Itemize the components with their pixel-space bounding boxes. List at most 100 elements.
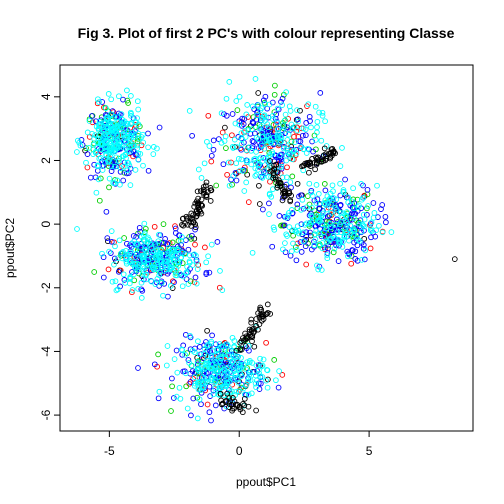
scatter-point <box>248 316 255 323</box>
scatter-point <box>217 268 223 274</box>
scatter-point <box>263 155 269 162</box>
scatter-point <box>103 105 109 111</box>
scatter-point <box>272 176 279 183</box>
scatter-point <box>276 157 283 164</box>
scatter-point <box>319 112 326 119</box>
scatter-point <box>132 264 138 271</box>
scatter-point <box>237 361 244 368</box>
scatter-point <box>138 295 145 301</box>
scatter-point <box>164 258 170 264</box>
scatter-point <box>256 201 263 207</box>
scatter-point <box>169 383 175 390</box>
scatter-point <box>249 103 256 110</box>
scatter-point <box>184 263 190 270</box>
scatter-point <box>277 140 283 146</box>
scatter-point <box>258 105 265 112</box>
scatter-point <box>362 247 369 254</box>
scatter-point <box>249 360 256 366</box>
scatter-point <box>229 111 236 117</box>
scatter-point <box>208 158 215 165</box>
scatter-point <box>115 268 122 275</box>
scatter-point <box>198 361 205 368</box>
scatter-point <box>193 258 200 265</box>
scatter-point <box>237 346 244 352</box>
scatter-point <box>271 226 278 233</box>
scatter-point <box>230 395 236 401</box>
scatter-point <box>105 238 111 245</box>
scatter-point <box>306 180 313 187</box>
scatter-point <box>128 93 134 99</box>
scatter-point <box>201 351 208 357</box>
scatter-point <box>248 161 255 168</box>
scatter-point <box>337 229 344 236</box>
scatter-point <box>305 101 312 108</box>
scatter-point <box>345 253 351 260</box>
scatter-point <box>249 334 256 340</box>
scatter-point <box>200 184 207 190</box>
scatter-point <box>141 252 148 258</box>
scatter-point <box>357 217 364 224</box>
scatter-point <box>322 118 328 125</box>
scatter-point <box>96 132 103 139</box>
scatter-point <box>278 163 285 170</box>
scatter-point <box>328 210 334 216</box>
scatter-point <box>261 168 268 174</box>
scatter-point <box>283 174 290 181</box>
scatter-point <box>198 375 205 381</box>
scatter-point <box>266 190 273 197</box>
scatter-point <box>323 206 330 213</box>
scatter-point <box>157 252 164 259</box>
scatter-point <box>145 256 152 263</box>
scatter-point <box>94 162 101 169</box>
scatter-point <box>128 134 134 141</box>
scatter-point <box>287 108 294 114</box>
scatter-point <box>178 237 184 244</box>
scatter-point <box>148 278 155 285</box>
scatter-point <box>89 113 95 119</box>
scatter-point <box>192 274 199 281</box>
scatter-point <box>162 236 168 242</box>
scatter-point <box>238 146 245 153</box>
scatter-point <box>145 167 152 174</box>
scatter-point <box>260 136 267 143</box>
scatter-point <box>292 227 299 234</box>
scatter-point <box>239 136 245 142</box>
scatter-point <box>149 251 155 258</box>
scatter-point <box>206 143 213 149</box>
scatter-point <box>222 351 229 358</box>
scatter-point <box>202 244 208 251</box>
scatter-point <box>147 241 154 248</box>
scatter-point <box>321 145 328 152</box>
scatter-point <box>194 379 201 386</box>
scatter-point <box>342 176 348 183</box>
scatter-point <box>209 332 215 339</box>
scatter-point <box>279 102 286 108</box>
scatter-point <box>340 188 347 195</box>
scatter-point <box>169 239 176 246</box>
scatter-point <box>256 367 262 373</box>
scatter-point <box>138 286 145 293</box>
scatter-point <box>198 401 204 408</box>
scatter-point <box>140 131 146 138</box>
scatter-point <box>284 149 291 156</box>
scatter-point <box>340 210 347 217</box>
scatter-point <box>186 234 193 240</box>
scatter-point <box>319 221 326 228</box>
scatter-point <box>196 396 203 403</box>
scatter-point <box>91 135 97 142</box>
scatter-point <box>174 369 181 376</box>
scatter-point <box>358 196 365 203</box>
scatter-point <box>229 181 235 188</box>
scatter-point <box>151 223 158 230</box>
scatter-point <box>277 154 284 161</box>
scatter-point <box>300 146 307 153</box>
scatter-point <box>229 407 235 414</box>
scatter-point <box>253 384 259 391</box>
scatter-point <box>233 388 240 395</box>
scatter-point <box>128 121 134 128</box>
scatter-point <box>168 252 175 258</box>
scatter-point <box>144 236 151 242</box>
scatter-point <box>233 98 240 104</box>
scatter-point <box>314 118 321 125</box>
scatter-point <box>307 221 314 228</box>
